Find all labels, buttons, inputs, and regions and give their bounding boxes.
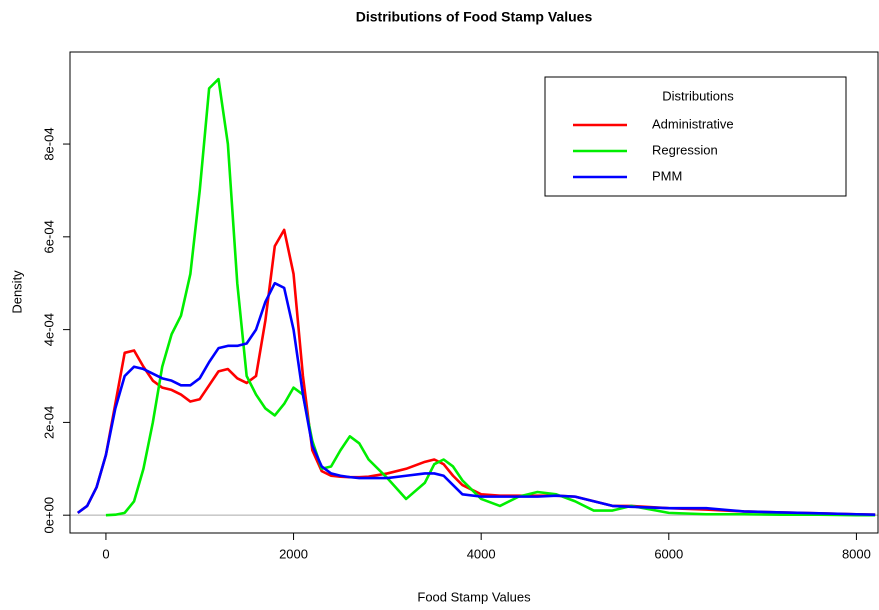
y-tick-label: 4e-04 — [41, 313, 56, 346]
x-axis-label: Food Stamp Values — [417, 589, 531, 604]
plot-frame — [69, 51, 879, 534]
density-line — [77, 228, 876, 517]
y-tick-label: 0e+00 — [41, 497, 56, 534]
legend-label: Administrative — [652, 116, 734, 131]
legend: Distributions Administrative Regression PMM — [544, 76, 847, 197]
density-line — [105, 77, 876, 517]
legend-title: Distributions — [662, 88, 734, 103]
y-axis-label: Density — [9, 270, 24, 314]
plot-area — [70, 77, 878, 517]
x-tick-label: 2000 — [279, 546, 308, 561]
x-tick-label: 6000 — [654, 546, 683, 561]
density-line — [77, 281, 876, 517]
x-tick-label: 8000 — [842, 546, 871, 561]
chart-title: Distributions of Food Stamp Values — [356, 9, 593, 25]
legend-label: PMM — [652, 168, 682, 183]
y-tick-label: 6e-04 — [41, 220, 56, 253]
legend-label: Regression — [652, 142, 718, 157]
x-tick-label: 4000 — [467, 546, 496, 561]
y-tick-label: 8e-04 — [41, 127, 56, 160]
x-tick-label: 0 — [102, 546, 109, 561]
y-tick-label: 2e-04 — [41, 406, 56, 439]
